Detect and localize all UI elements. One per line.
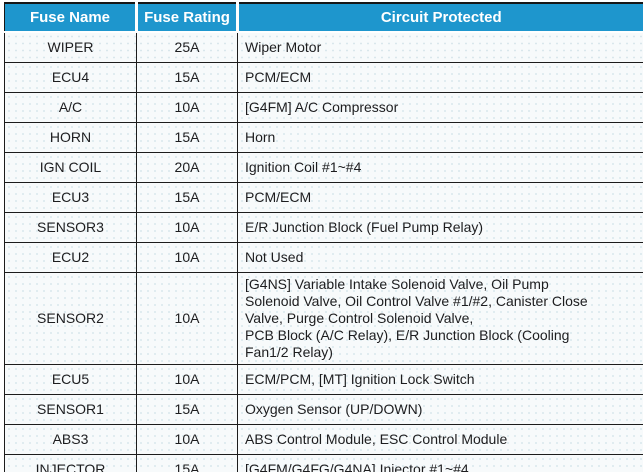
fuse-name-cell: SENSOR2: [4, 272, 137, 365]
fuse-name-cell: ECU5: [4, 364, 137, 395]
table-row: ECU2 10A Not Used: [4, 242, 643, 273]
circuit-protected-cell: PCM/ECM: [237, 182, 643, 213]
fuse-rating-cell: 10A: [136, 272, 238, 365]
fuse-table-header: Fuse Name Fuse Rating Circuit Protected: [4, 3, 643, 33]
fuse-name-cell: IGN COIL: [4, 152, 137, 183]
fuse-rating-cell: 20A: [136, 152, 238, 183]
circuit-protected-cell: Not Used: [237, 242, 643, 273]
fuse-table: Fuse Name Fuse Rating Circuit Protected …: [4, 2, 643, 472]
fuse-rating-cell: 15A: [136, 182, 238, 213]
fuse-rating-cell: 15A: [136, 122, 238, 153]
fuse-rating-cell: 25A: [136, 32, 238, 63]
circuit-protected-cell: E/R Junction Block (Fuel Pump Relay): [237, 212, 643, 243]
fuse-name-cell: SENSOR1: [4, 394, 137, 425]
fuse-name-cell: A/C: [4, 92, 137, 123]
circuit-protected-cell: PCM/ECM: [237, 62, 643, 93]
fuse-name-cell: HORN: [4, 122, 137, 153]
table-row: ABS3 10A ABS Control Module, ESC Control…: [4, 424, 643, 455]
table-row: ECU3 15A PCM/ECM: [4, 182, 643, 213]
fuse-rating-cell: 10A: [136, 92, 238, 123]
fuse-table-body: WIPER 25A Wiper Motor ECU4 15A PCM/ECM A…: [4, 32, 643, 472]
circuit-protected-cell: ECM/PCM, [MT] Ignition Lock Switch: [237, 364, 643, 395]
table-row: SENSOR3 10A E/R Junction Block (Fuel Pum…: [4, 212, 643, 243]
header-row: Fuse Name Fuse Rating Circuit Protected: [4, 3, 643, 33]
fuse-name-cell: ABS3: [4, 424, 137, 455]
fuse-name-cell: ECU4: [4, 62, 137, 93]
circuit-protected-cell: Oxygen Sensor (UP/DOWN): [237, 394, 643, 425]
column-header-fuse-name: Fuse Name: [4, 3, 138, 33]
fuse-rating-cell: 10A: [136, 364, 238, 395]
fuse-rating-cell: 15A: [136, 394, 238, 425]
fuse-name-cell: WIPER: [4, 32, 137, 63]
column-header-circuit-protected: Circuit Protected: [237, 3, 643, 33]
table-row: HORN 15A Horn: [4, 122, 643, 153]
circuit-protected-cell: ABS Control Module, ESC Control Module: [237, 424, 643, 455]
fuse-rating-cell: 10A: [136, 424, 238, 455]
fuse-name-cell: ECU3: [4, 182, 137, 213]
circuit-protected-cell: [G4FM] A/C Compressor: [237, 92, 643, 123]
fuse-rating-cell: 15A: [136, 62, 238, 93]
circuit-protected-cell: [G4FM/G4FG/G4NA] Injector #1~#4: [237, 454, 643, 472]
table-row: WIPER 25A Wiper Motor: [4, 32, 643, 63]
circuit-protected-cell: Wiper Motor: [237, 32, 643, 63]
fuse-rating-cell: 10A: [136, 212, 238, 243]
fuse-name-cell: ECU2: [4, 242, 137, 273]
fuse-name-cell: SENSOR3: [4, 212, 137, 243]
table-row: IGN COIL 20A Ignition Coil #1~#4: [4, 152, 643, 183]
table-row: ECU5 10A ECM/PCM, [MT] Ignition Lock Swi…: [4, 364, 643, 395]
table-row: SENSOR1 15A Oxygen Sensor (UP/DOWN): [4, 394, 643, 425]
circuit-protected-cell: [G4NS] Variable Intake Solenoid Valve, O…: [237, 272, 643, 365]
table-row: ECU4 15A PCM/ECM: [4, 62, 643, 93]
column-header-fuse-rating: Fuse Rating: [136, 3, 239, 33]
fuse-name-cell: INJECTOR: [4, 454, 137, 472]
fuse-rating-cell: 10A: [136, 242, 238, 273]
circuit-protected-cell: Ignition Coil #1~#4: [237, 152, 643, 183]
fuse-rating-cell: 15A: [136, 454, 238, 472]
table-row: INJECTOR 15A [G4FM/G4FG/G4NA] Injector #…: [4, 454, 643, 472]
circuit-protected-cell: Horn: [237, 122, 643, 153]
table-row: SENSOR2 10A [G4NS] Variable Intake Solen…: [4, 272, 643, 365]
table-row: A/C 10A [G4FM] A/C Compressor: [4, 92, 643, 123]
